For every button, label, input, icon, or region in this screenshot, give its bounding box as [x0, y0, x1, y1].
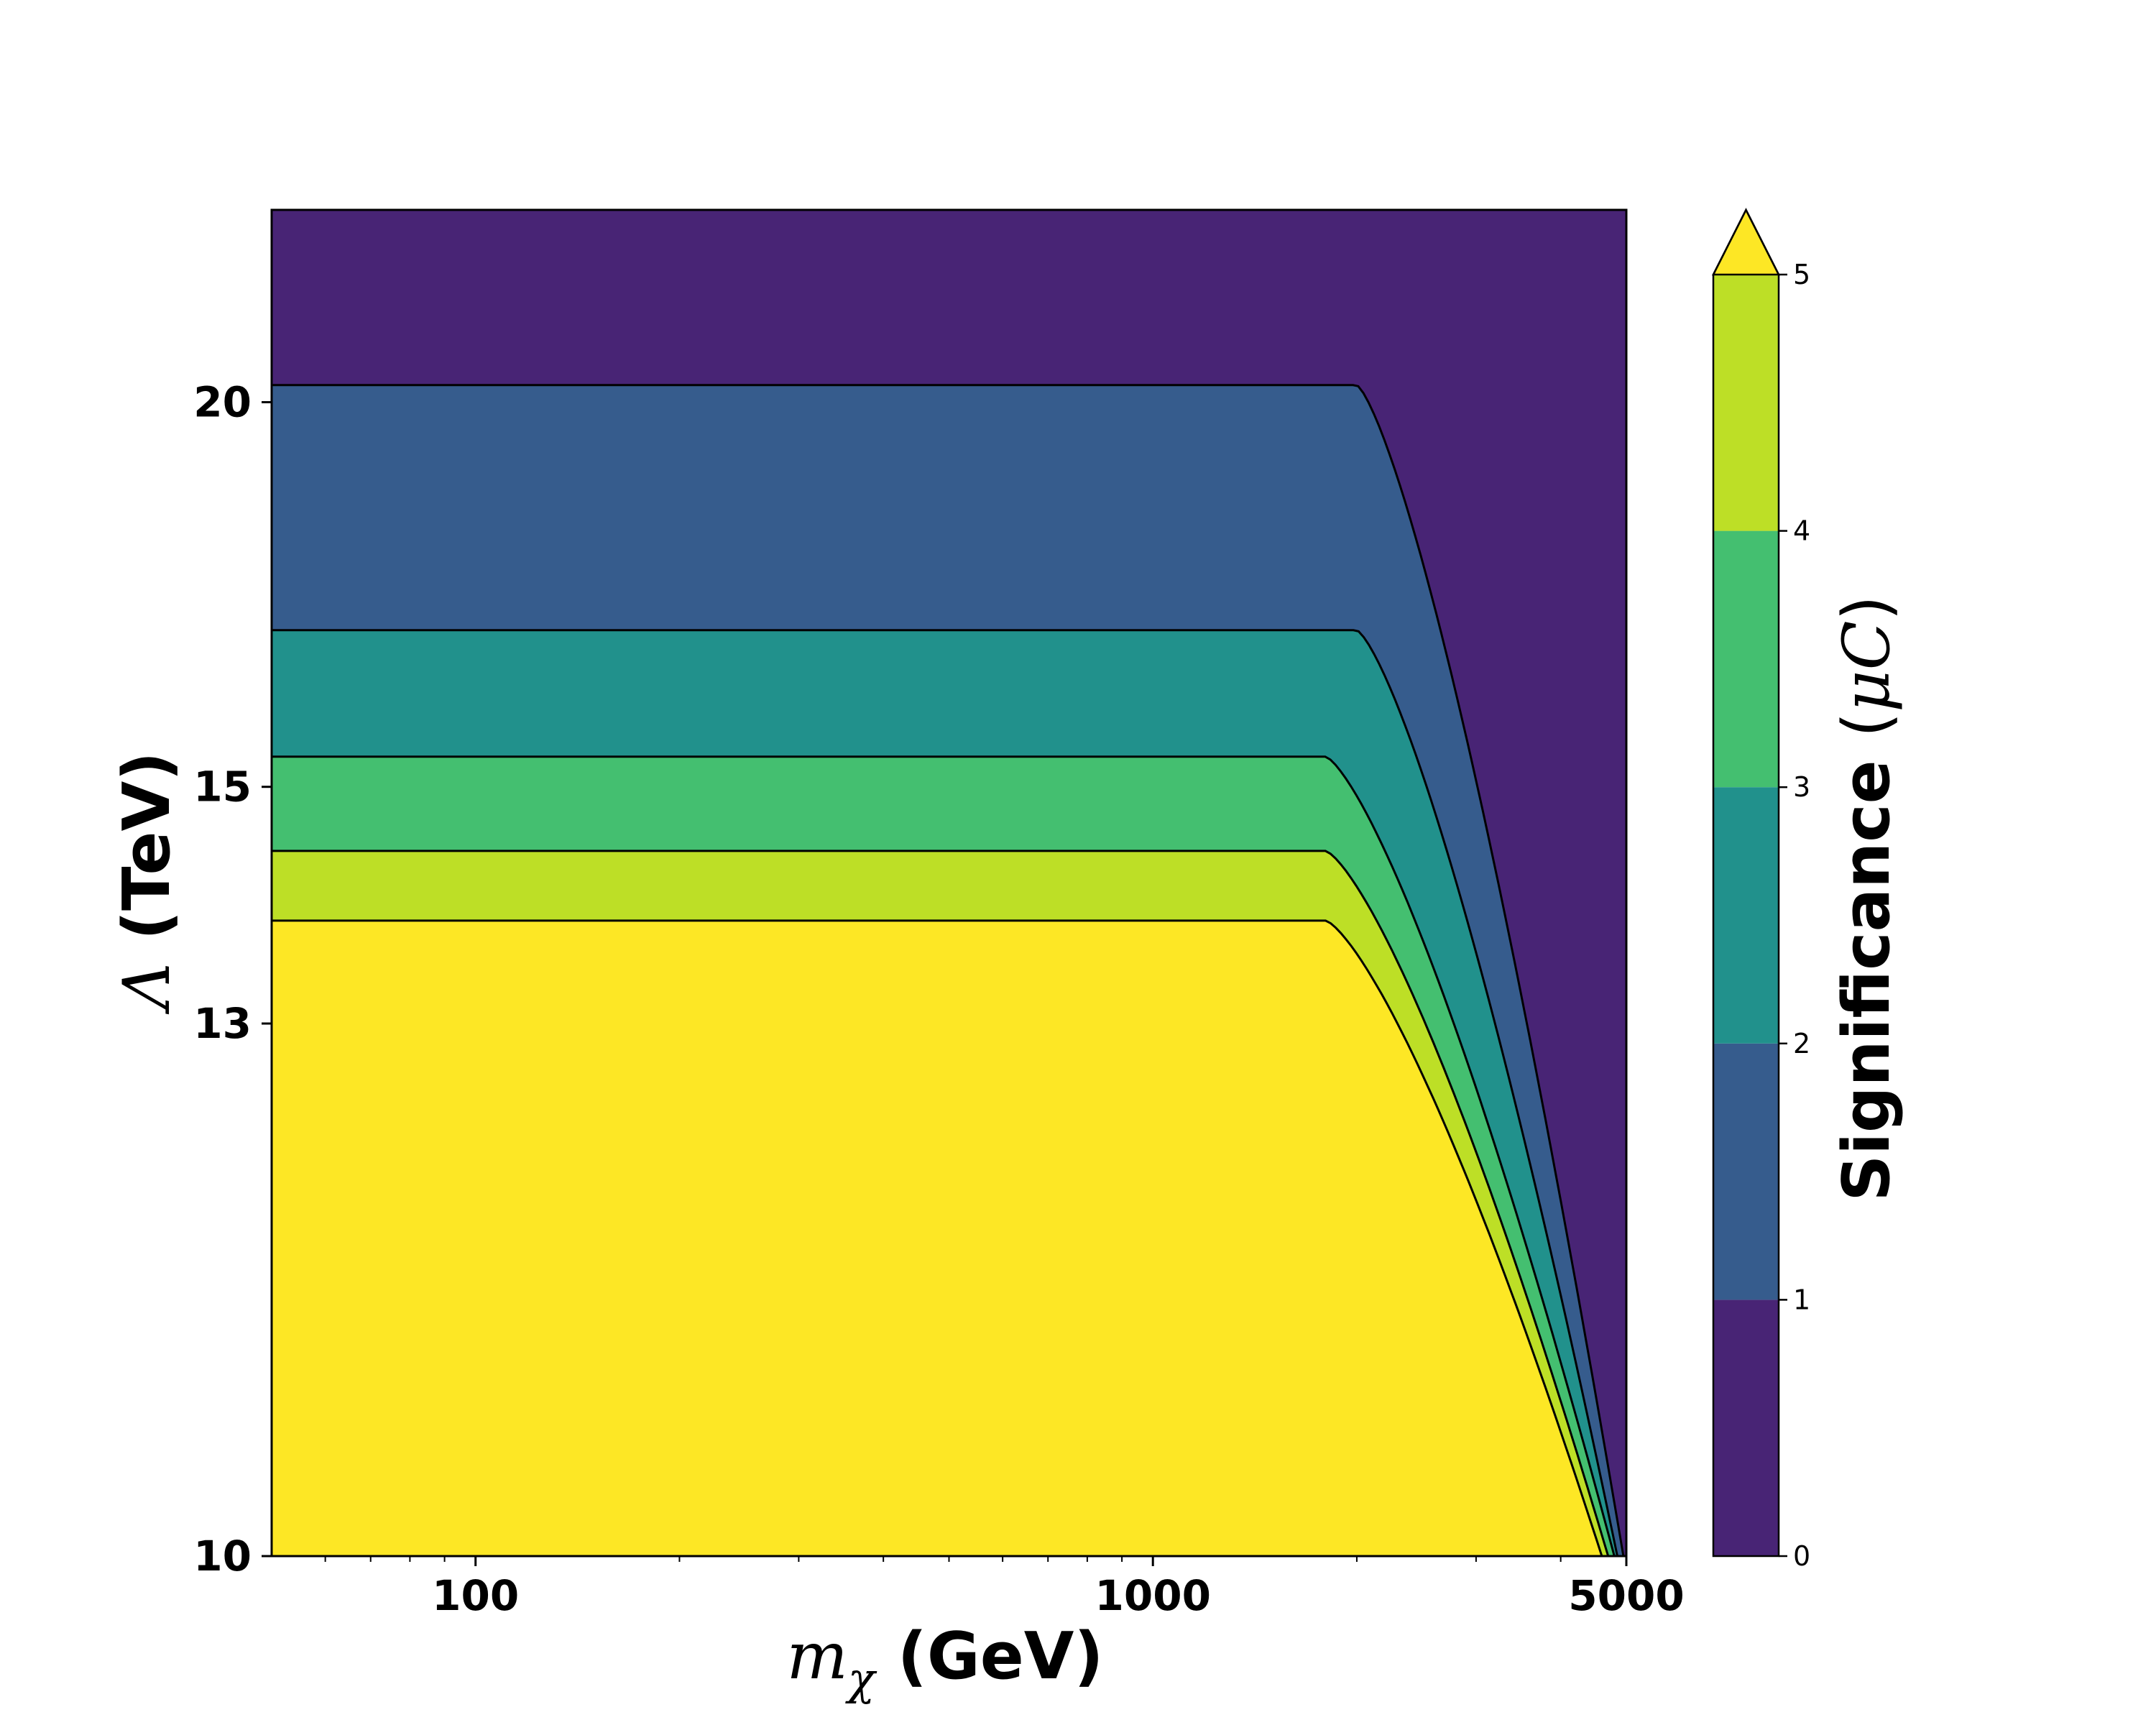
y-axis-unit: (TeV)	[109, 752, 185, 940]
contour-fills	[272, 210, 1626, 1556]
y-tick-label-10: 10	[193, 1532, 252, 1581]
contour-line-3	[272, 755, 1616, 1557]
colorbar-tick-label-3: 3	[1793, 771, 1810, 803]
plot-area	[270, 208, 1628, 1558]
x-tick-label-1000: 1000	[1095, 1571, 1211, 1620]
colorbar-band-3	[1713, 530, 1779, 788]
x-tick-label-5000: 5000	[1568, 1571, 1684, 1620]
contour-line-4	[272, 850, 1610, 1557]
x-axis-symbol: m	[786, 1619, 847, 1694]
colorbar-tick-label-2: 2	[1793, 1028, 1810, 1059]
contour-line-2	[272, 629, 1618, 1557]
x-axis-title: mχ (GeV)	[786, 1619, 1103, 1705]
colorbar-frame	[1712, 208, 1780, 1558]
colorbar: 0 1 2 3 4 5 Significance (μC)	[1711, 208, 1904, 1572]
x-axis: 100 1000 5000	[324, 1556, 1685, 1620]
y-axis: 10 13 15 20	[193, 378, 272, 1581]
contour-line-1	[272, 384, 1625, 1557]
colorbar-band-0	[1713, 1300, 1779, 1556]
colorbar-tick-label-1: 1	[1793, 1284, 1810, 1315]
y-axis-title: Λ (TeV)	[109, 752, 185, 1015]
colorbar-band-4	[1713, 275, 1779, 531]
colorbar-ticks: 0 1 2 3 4 5	[1779, 259, 1810, 1572]
contour-band-5	[272, 920, 1602, 1556]
colorbar-tick-label-5: 5	[1793, 259, 1810, 290]
x-axis-subscript: χ	[845, 1652, 877, 1705]
y-tick-label-20: 20	[193, 378, 252, 427]
x-tick-label-100: 100	[432, 1571, 519, 1620]
y-tick-label-15: 15	[193, 763, 252, 811]
colorbar-tick-label-4: 4	[1793, 515, 1810, 547]
contour-lines	[272, 384, 1625, 1557]
y-axis-symbol: Λ	[109, 962, 185, 1014]
x-axis-unit: (GeV)	[898, 1619, 1104, 1694]
colorbar-title-text: Significance	[1829, 760, 1904, 1201]
colorbar-band-1	[1713, 1043, 1779, 1300]
colorbar-extend-arrow	[1711, 208, 1781, 276]
colorbar-tick-label-0: 0	[1793, 1540, 1810, 1572]
colorbar-title: Significance (μC)	[1829, 595, 1904, 1201]
colorbar-band-2	[1713, 787, 1779, 1044]
y-tick-label-13: 13	[193, 999, 252, 1048]
colorbar-bands	[1713, 275, 1779, 1556]
contour-line-5	[272, 919, 1603, 1557]
